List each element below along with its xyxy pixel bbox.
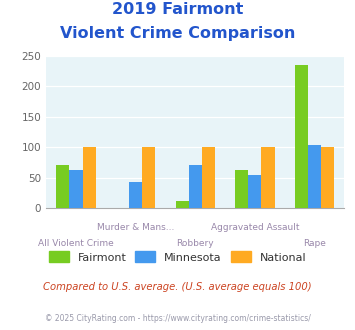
Text: Aggravated Assault: Aggravated Assault: [211, 223, 299, 232]
Bar: [189, 165, 202, 208]
Bar: [142, 147, 155, 208]
Text: Violent Crime Comparison: Violent Crime Comparison: [60, 26, 295, 41]
Text: Robbery: Robbery: [176, 239, 214, 248]
Text: Rape: Rape: [303, 239, 326, 248]
Bar: [82, 147, 95, 208]
Bar: [261, 147, 274, 208]
Bar: [129, 182, 142, 208]
Bar: [248, 175, 261, 208]
Text: All Violent Crime: All Violent Crime: [38, 239, 114, 248]
Legend: Fairmont, Minnesota, National: Fairmont, Minnesota, National: [45, 248, 310, 266]
Text: Murder & Mans...: Murder & Mans...: [97, 223, 174, 232]
Bar: [295, 65, 308, 208]
Text: © 2025 CityRating.com - https://www.cityrating.com/crime-statistics/: © 2025 CityRating.com - https://www.city…: [45, 314, 310, 323]
Bar: [56, 165, 70, 208]
Bar: [308, 145, 321, 208]
Bar: [202, 147, 215, 208]
Text: Compared to U.S. average. (U.S. average equals 100): Compared to U.S. average. (U.S. average …: [43, 282, 312, 292]
Text: 2019 Fairmont: 2019 Fairmont: [112, 2, 243, 16]
Bar: [176, 201, 189, 208]
Bar: [235, 170, 248, 208]
Bar: [70, 170, 82, 208]
Bar: [321, 147, 334, 208]
